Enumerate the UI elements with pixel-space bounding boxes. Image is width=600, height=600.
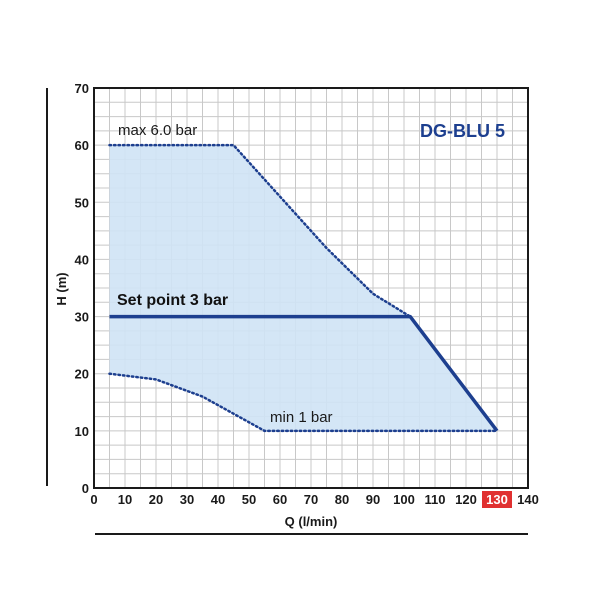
y-tick-labels: 0 10 20 30 40 50 60 70 xyxy=(75,81,89,496)
x-tick-label: 40 xyxy=(211,492,225,507)
annotation-min: min 1 bar xyxy=(270,409,333,426)
min-pressure-line xyxy=(108,372,499,433)
x-tick-label: 130 xyxy=(486,492,508,507)
y-tick-label: 70 xyxy=(75,81,89,96)
x-tick-label: 100 xyxy=(393,492,415,507)
y-tick-label: 30 xyxy=(75,310,89,325)
max-pressure-line xyxy=(108,143,412,318)
x-tick-label: 70 xyxy=(304,492,318,507)
y-tick-label: 0 xyxy=(82,481,89,496)
y-tick-label: 10 xyxy=(75,424,89,439)
x-tick-highlight xyxy=(482,491,512,508)
y-axis-title: H (m) xyxy=(54,272,69,305)
x-tick-label: 120 xyxy=(455,492,477,507)
annotation-setpoint: Set point 3 bar xyxy=(117,292,228,309)
x-tick-label: 80 xyxy=(335,492,349,507)
y-tick-label: 60 xyxy=(75,138,89,153)
x-tick-label: 30 xyxy=(180,492,194,507)
x-axis-title: Q (l/min) xyxy=(285,514,338,529)
x-tick-label: 0 xyxy=(90,492,97,507)
x-tick-labels: 0 10 20 30 40 50 60 70 80 90 100 110 120 130 140 xyxy=(90,491,539,508)
x-tick-label: 140 xyxy=(517,492,539,507)
setpoint-line xyxy=(109,314,499,432)
chart-title: DG-BLU 5 xyxy=(420,121,505,141)
plot-border xyxy=(93,87,529,489)
y-tick-label: 20 xyxy=(75,367,89,382)
x-tick-label: 60 xyxy=(273,492,287,507)
x-tick-label: 10 xyxy=(118,492,132,507)
y-tick-label: 50 xyxy=(75,195,89,210)
x-tick-label: 20 xyxy=(149,492,163,507)
y-tick-label: 40 xyxy=(75,252,89,267)
x-tick-label: 50 xyxy=(242,492,256,507)
x-tick-label: 110 xyxy=(425,492,446,507)
operating-region xyxy=(109,145,497,431)
annotation-max: max 6.0 bar xyxy=(118,122,197,139)
x-tick-label: 90 xyxy=(366,492,380,507)
